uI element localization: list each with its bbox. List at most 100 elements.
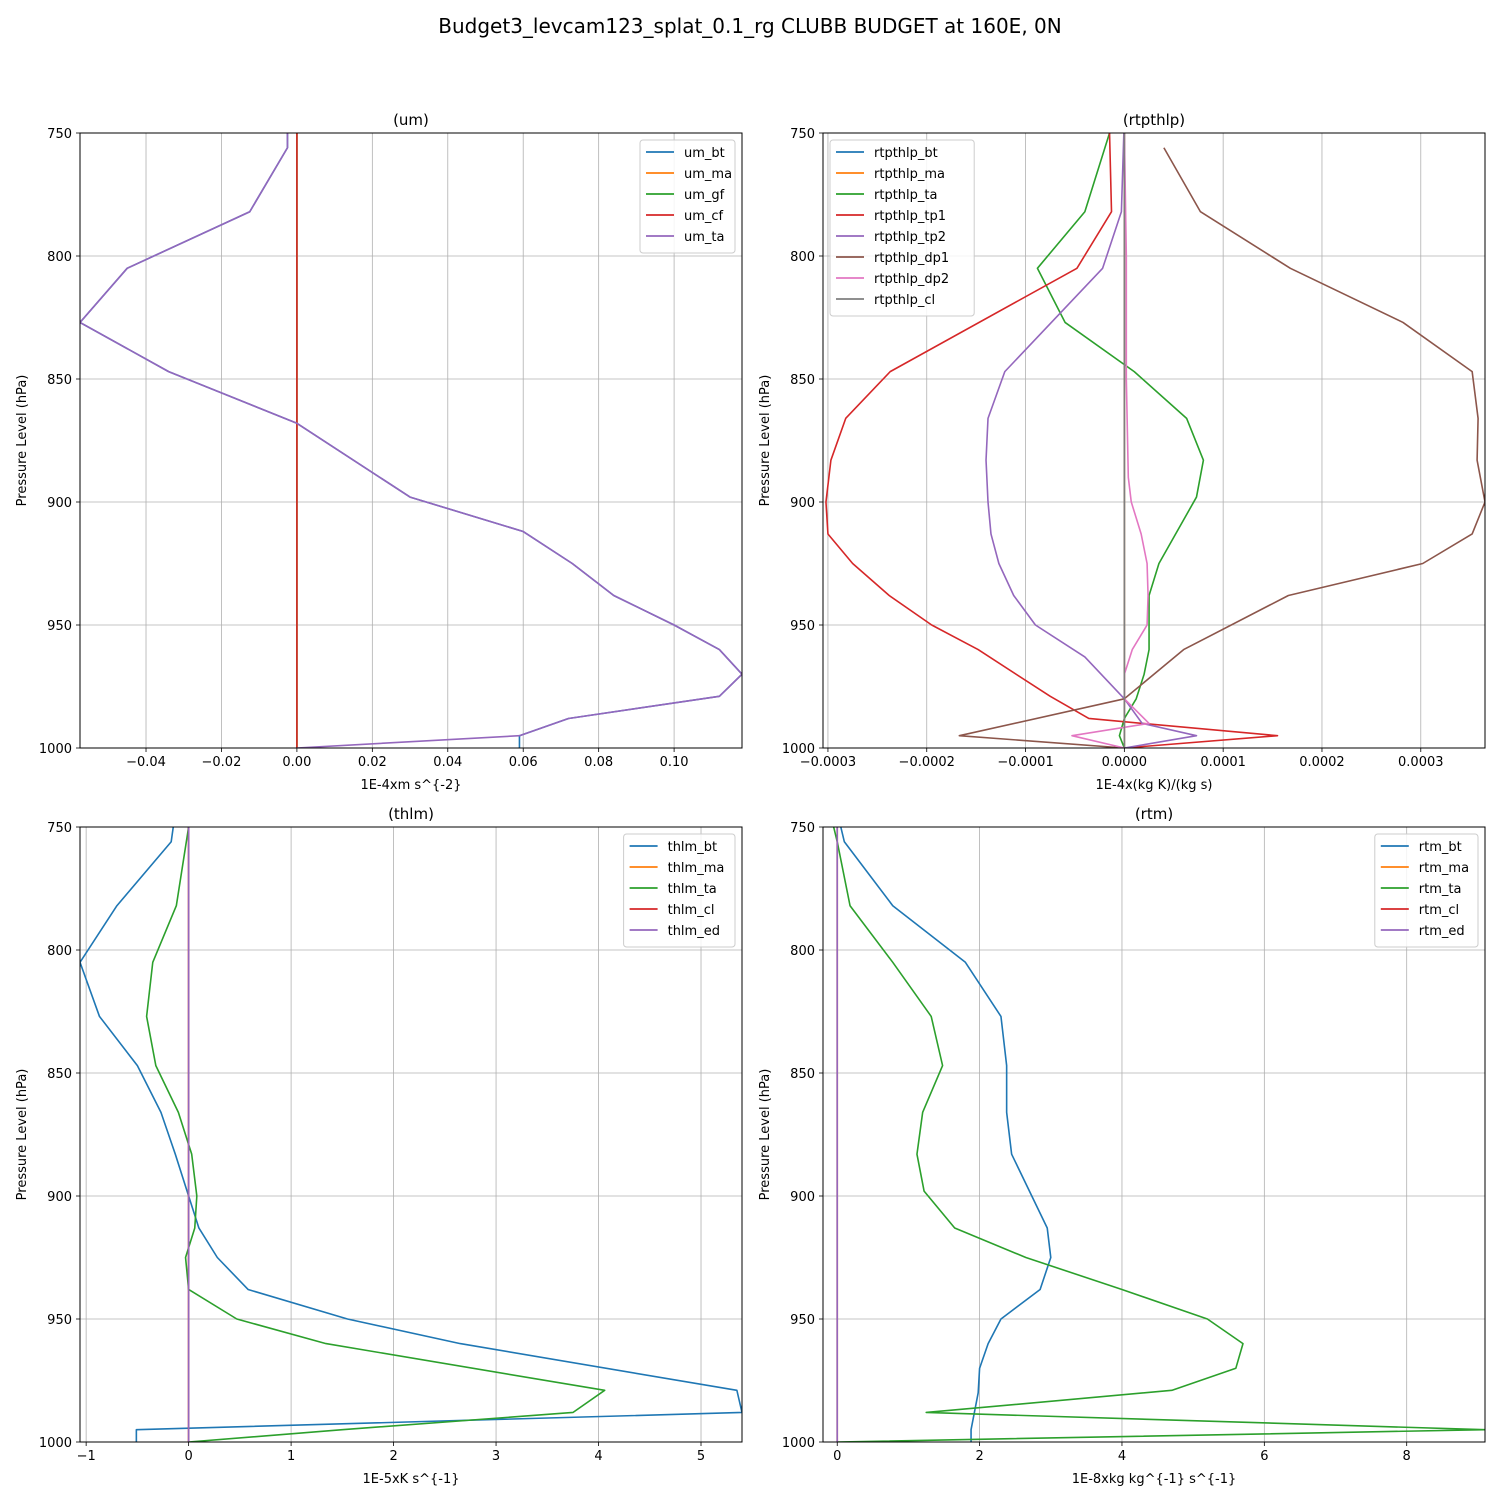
legend-label: rtpthlp_cl — [874, 293, 935, 308]
x-tick-label: 4 — [594, 1449, 602, 1464]
series-group — [825, 133, 1485, 748]
legend-label: um_ta — [684, 230, 724, 245]
y-tick-label: 800 — [790, 944, 815, 959]
x-tick-label: 0.0000 — [1102, 755, 1148, 770]
legend-label: rtpthlp_dp1 — [874, 251, 949, 266]
legend-label: rtpthlp_ta — [874, 188, 937, 203]
x-tick-label: 5 — [697, 1449, 705, 1464]
x-tick-label: 0.00 — [282, 755, 311, 770]
series-line-rtm_bt — [840, 827, 1052, 1442]
y-tick-label: 750 — [47, 821, 72, 836]
plot-frame — [822, 132, 1486, 749]
x-tick-label: 0 — [184, 1449, 192, 1464]
subplot-2: −1 0 1 2 3 4 5 750 800 850 900 950 1000 (thlm) 1E-5xK … — [15, 805, 743, 1487]
x-tick-label: 0.0003 — [1398, 755, 1444, 770]
legend-label: um_cf — [684, 209, 724, 224]
series-line-rtpthlp_ta — [1036, 133, 1205, 748]
subplot-title: (thlm) — [388, 805, 434, 823]
x-tick-label: 6 — [1260, 1449, 1268, 1464]
legend-label: rtm_bt — [1419, 840, 1462, 855]
y-tick-label: 950 — [790, 619, 815, 634]
legend-label: rtpthlp_dp2 — [874, 272, 949, 287]
legend: rtpthlp_bt rtpthlp_ma rtpthlp_ta rtpthlp_tp… — [829, 139, 975, 317]
legend-box — [623, 833, 736, 948]
y-tick-label: 950 — [47, 619, 72, 634]
x-axis-label: 1E-5xK s^{-1} — [363, 1472, 460, 1487]
x-axis-label: 1E-8xkg kg^{-1} s^{-1} — [1072, 1472, 1237, 1487]
y-tick-label: 900 — [47, 496, 72, 511]
legend-box — [1374, 833, 1479, 948]
y-tick-label: 950 — [790, 1313, 815, 1328]
y-tick-label: 1000 — [39, 1436, 72, 1451]
subplot-title: (rtm) — [1135, 805, 1173, 823]
y-tick-label: 850 — [790, 1067, 815, 1082]
x-tick-label: 3 — [492, 1449, 500, 1464]
plot-frame — [79, 826, 743, 1443]
x-tick-label: 2 — [389, 1449, 397, 1464]
legend: rtm_bt rtm_ma rtm_ta rtm_cl rtm_ed — [1374, 833, 1479, 948]
legend-label: rtm_ma — [1419, 861, 1469, 876]
series-line-um_ta — [80, 133, 742, 748]
y-tick-label: 1000 — [782, 742, 815, 757]
legend: um_bt um_ma um_gf um_cf um_ta — [639, 139, 736, 254]
legend: thlm_bt thlm_ma thlm_ta thlm_cl thlm_ed — [623, 833, 736, 948]
y-tick-label: 750 — [790, 127, 815, 142]
series-group — [832, 827, 1485, 1442]
plot-frame — [822, 826, 1486, 1443]
y-tick-label: 800 — [47, 250, 72, 265]
legend-label: thlm_ed — [668, 924, 720, 939]
x-tick-label: −0.0003 — [800, 755, 856, 770]
x-tick-label: −0.02 — [202, 755, 242, 770]
series-line-rtpthlp_dp1 — [958, 147, 1485, 748]
y-tick-label: 850 — [790, 373, 815, 388]
x-tick-label: 8 — [1403, 1449, 1411, 1464]
x-tick-label: 1 — [287, 1449, 295, 1464]
y-tick-label: 900 — [47, 1190, 72, 1205]
y-tick-label: 850 — [47, 373, 72, 388]
legend-label: thlm_ta — [668, 882, 717, 897]
series-line-thlm_ta — [145, 827, 606, 1442]
y-tick-label: 800 — [47, 944, 72, 959]
subplot-1: −0.0003 −0.0002 −0.0001 0.0000 0.0001 0.0002 0… — [758, 111, 1486, 793]
series-line-rtpthlp_tp2 — [985, 133, 1198, 748]
x-tick-label: 0.04 — [433, 755, 462, 770]
y-axis-label: Pressure Level (hPa) — [15, 1069, 30, 1201]
legend-box — [639, 139, 736, 254]
x-axis-label: 1E-4x(kg K)/(kg s) — [1096, 778, 1213, 793]
series-line-rtpthlp_dp2 — [1071, 133, 1150, 748]
series-group — [80, 133, 742, 748]
y-tick-label: 850 — [47, 1067, 72, 1082]
x-tick-label: 0.06 — [509, 755, 538, 770]
x-tick-label: −0.04 — [126, 755, 166, 770]
x-tick-label: 0 — [833, 1449, 841, 1464]
legend-label: thlm_cl — [668, 903, 715, 918]
y-tick-label: 900 — [790, 1190, 815, 1205]
series-line-rtpthlp_tp1 — [825, 133, 1279, 748]
y-tick-label: 950 — [47, 1313, 72, 1328]
subplot-0: −0.04 −0.02 0.00 0.02 0.04 0.06 0.08 0.10 750 800… — [15, 111, 743, 793]
legend-label: rtm_ta — [1419, 882, 1462, 897]
y-tick-label: 750 — [47, 127, 72, 142]
legend-label: rtm_ed — [1419, 924, 1465, 939]
x-tick-label: 0.10 — [660, 755, 689, 770]
legend-label: rtpthlp_tp2 — [874, 230, 946, 245]
legend-label: um_gf — [684, 188, 725, 203]
legend-label: um_bt — [684, 146, 725, 161]
x-tick-label: 0.0001 — [1200, 755, 1246, 770]
subplot-3: 0 2 4 6 8 750 800 850 900 950 1000 (rtm) 1E-8xkg kg^… — [758, 805, 1486, 1487]
series-group — [80, 827, 742, 1442]
x-tick-label: 0.02 — [358, 755, 387, 770]
x-tick-label: 0.0002 — [1299, 755, 1345, 770]
figure-title: Budget3_levcam123_splat_0.1_rg CLUBB BUD… — [438, 14, 1062, 38]
x-axis-label: 1E-4xm s^{-2} — [360, 778, 461, 793]
y-tick-label: 1000 — [39, 742, 72, 757]
y-tick-label: 1000 — [782, 1436, 815, 1451]
legend-label: rtpthlp_tp1 — [874, 209, 946, 224]
legend-label: rtm_cl — [1419, 903, 1459, 918]
y-axis-label: Pressure Level (hPa) — [15, 375, 30, 507]
y-axis-label: Pressure Level (hPa) — [758, 1069, 773, 1201]
y-tick-label: 750 — [790, 821, 815, 836]
y-tick-label: 800 — [790, 250, 815, 265]
plot-frame — [79, 132, 743, 749]
